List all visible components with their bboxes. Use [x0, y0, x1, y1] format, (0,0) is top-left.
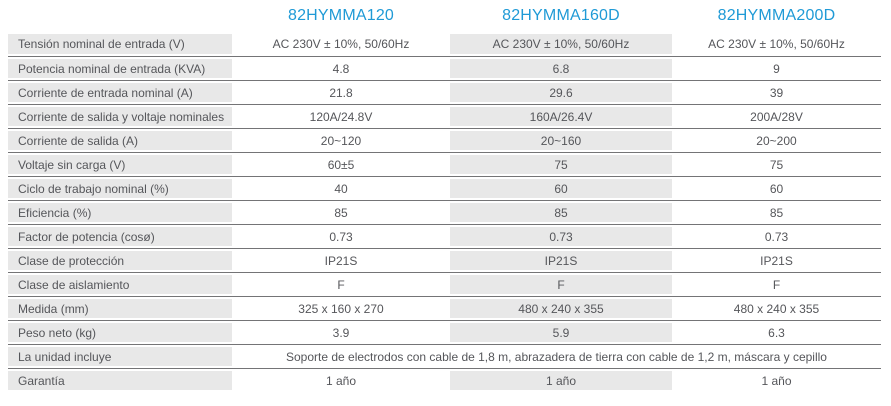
cell-value: F	[450, 273, 672, 296]
cell-value: AC 230V ± 10%, 50/60Hz	[272, 37, 410, 51]
cell-value: 20~120	[320, 133, 362, 148]
table-row: Voltaje sin carga (V) 60±5 75 75	[8, 152, 881, 176]
row-label: Potencia nominal de entrada (KVA)	[8, 57, 232, 80]
table-row: Corriente de salida y voltaje nominales …	[8, 104, 881, 128]
cell-value: 6.8	[450, 57, 672, 80]
cell-value: 5.9	[450, 321, 672, 344]
row-label: Clase de aislamiento	[8, 273, 232, 296]
cell-value: 3.9	[332, 325, 350, 340]
row-label: Corriente de salida y voltaje nominales	[8, 105, 232, 128]
row-label: La unidad incluye	[8, 345, 232, 368]
cell-value: 85	[450, 201, 672, 224]
table-row: Peso neto (kg) 3.9 5.9 6.3	[8, 320, 881, 344]
cell-value: 480 x 240 x 355	[450, 297, 672, 320]
table-row: Tensión nominal de entrada (V) AC 230V ±…	[8, 32, 881, 56]
cell-value: 480 x 240 x 355	[733, 301, 820, 316]
row-label: Ciclo de trabajo nominal (%)	[8, 177, 232, 200]
row-label: Voltaje sin carga (V)	[8, 153, 232, 176]
row-label: Factor de potencia (cosø)	[8, 225, 232, 248]
cell-value: 60	[450, 177, 672, 200]
table-body: Tensión nominal de entrada (V) AC 230V ±…	[8, 32, 881, 392]
cell-value: 85	[769, 205, 784, 220]
cell-value: 325 x 160 x 270	[298, 301, 384, 316]
cell-value: 40	[334, 181, 348, 196]
row-label: Corriente de entrada nominal (A)	[8, 81, 232, 104]
row-label: Corriente de salida (A)	[8, 129, 232, 152]
table-row: Eficiencia (%) 85 85 85	[8, 200, 881, 224]
row-label: Peso neto (kg)	[8, 321, 232, 344]
cell-value: 120A/24.8V	[309, 109, 373, 124]
cell-value: 75	[769, 157, 784, 172]
table-row: Clase de protección IP21S IP21S IP21S	[8, 248, 881, 272]
spec-table: 82HYMMA120 82HYMMA160D 82HYMMA200D Tensi…	[8, 0, 881, 392]
cell-value: 21.8	[329, 85, 353, 100]
row-label: Eficiencia (%)	[8, 201, 232, 224]
cell-value: AC 230V ± 10%, 50/60Hz	[708, 37, 845, 51]
row-label: Tensión nominal de entrada (V)	[8, 32, 232, 56]
cell-value: 9	[773, 61, 780, 76]
table-row: Factor de potencia (cosø) 0.73 0.73 0.73	[8, 224, 881, 248]
cell-value: 29.6	[450, 81, 672, 104]
cell-value: 0.73	[764, 229, 789, 244]
cell-value: 200A/28V	[750, 109, 803, 124]
table-row-unit-includes: La unidad incluye Soporte de electrodos …	[8, 344, 881, 368]
table-row: Corriente de entrada nominal (A) 21.8 29…	[8, 80, 881, 104]
cell-value: 20~160	[450, 129, 672, 152]
cell-value: 160A/26.4V	[450, 105, 672, 128]
table-row: Ciclo de trabajo nominal (%) 40 60 60	[8, 176, 881, 200]
cell-value: 0.73	[450, 225, 672, 248]
cell-value: 1 año	[325, 373, 357, 388]
row-label: Garantía	[8, 369, 232, 392]
cell-value: 1 año	[450, 369, 672, 392]
table-row: Clase de aislamiento F F F	[8, 272, 881, 296]
table-header-row: 82HYMMA120 82HYMMA160D 82HYMMA200D	[8, 0, 881, 32]
cell-value: 20~200	[756, 133, 797, 148]
cell-value-span: Soporte de electrodos con cable de 1,8 m…	[286, 349, 827, 364]
row-label: Medida (mm)	[8, 297, 232, 320]
cell-value: 6.3	[768, 325, 785, 340]
column-header-82hymma160d: 82HYMMA160D	[502, 7, 620, 24]
cell-value: IP21S	[324, 253, 358, 268]
cell-value: 39	[769, 85, 784, 100]
column-header-82hymma120: 82HYMMA120	[287, 7, 395, 24]
cell-value: IP21S	[760, 253, 793, 268]
cell-value: IP21S	[450, 249, 672, 272]
cell-value: 1 año	[761, 373, 792, 388]
table-row: Potencia nominal de entrada (KVA) 4.8 6.…	[8, 56, 881, 80]
cell-value: F	[337, 277, 345, 292]
cell-value: AC 230V ± 10%, 50/60Hz	[450, 32, 672, 56]
table-row: Corriente de salida (A) 20~120 20~160 20…	[8, 128, 881, 152]
table-row: Garantía 1 año 1 año 1 año	[8, 368, 881, 392]
cell-value: 60±5	[327, 157, 355, 172]
column-header-82hymma200d: 82HYMMA200D	[717, 7, 836, 24]
table-row: Medida (mm) 325 x 160 x 270 480 x 240 x …	[8, 296, 881, 320]
cell-value: 0.73	[329, 229, 353, 244]
cell-value: 60	[769, 181, 784, 196]
cell-value: 4.8	[332, 61, 350, 76]
cell-value: F	[772, 277, 781, 292]
cell-value: 85	[334, 205, 348, 220]
cell-value: 75	[450, 153, 672, 176]
row-label: Clase de protección	[8, 249, 232, 272]
